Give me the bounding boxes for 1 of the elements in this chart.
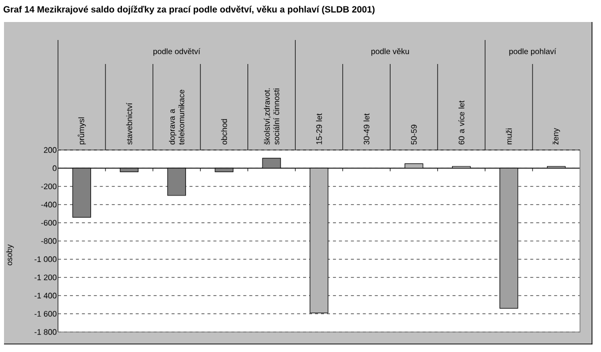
chart-title: Graf 14 Mezikrajové saldo dojížďky za prací podle odvětví, věku a pohlaví (SLDB 2001) [4, 6, 375, 14]
